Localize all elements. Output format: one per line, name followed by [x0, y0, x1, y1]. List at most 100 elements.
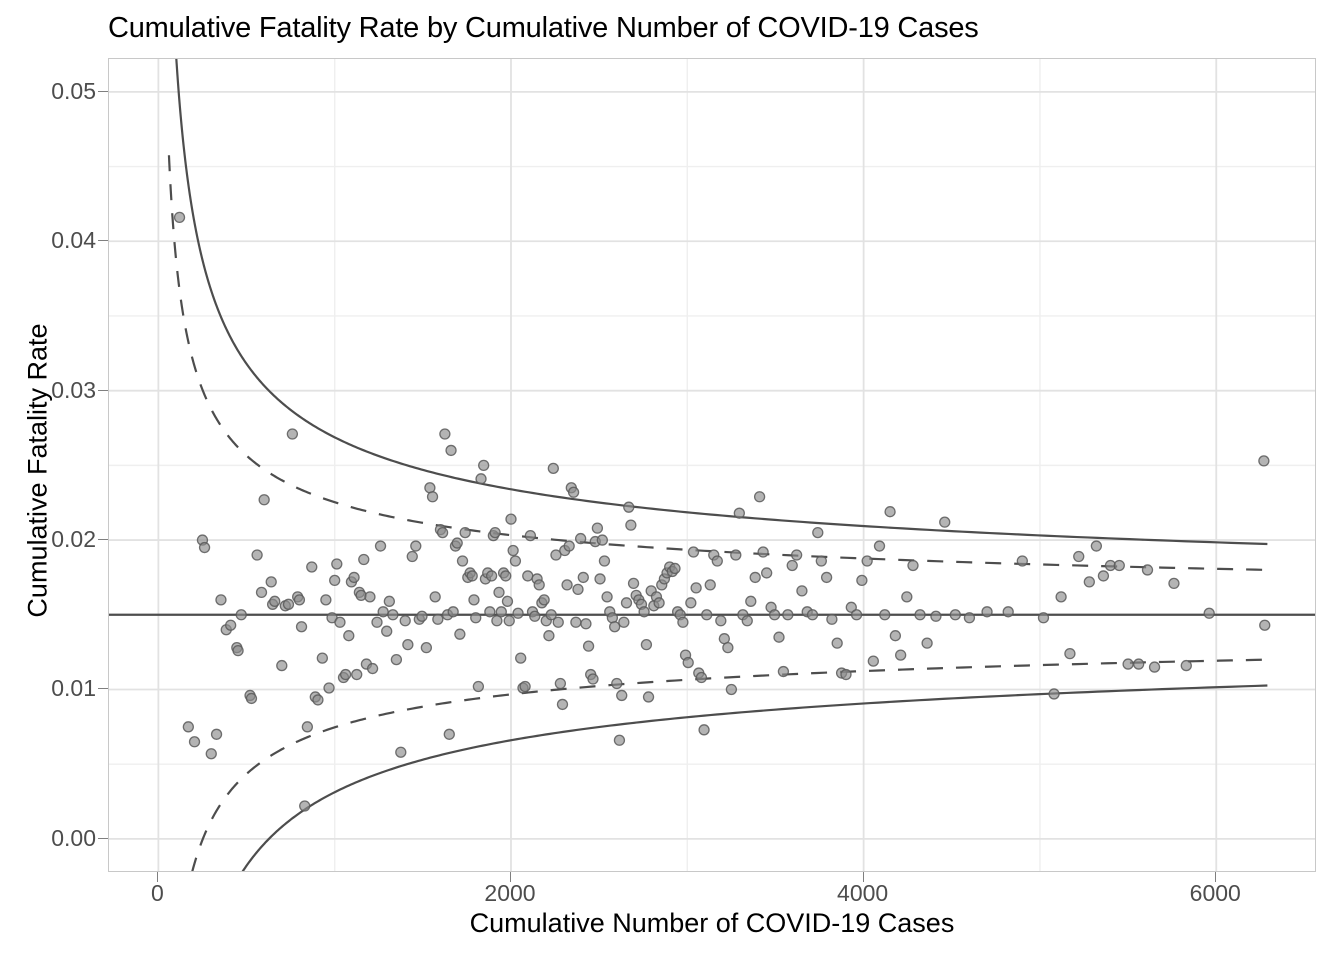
lower-99-8-limit [241, 684, 1268, 871]
data-point [618, 616, 630, 628]
data-point [505, 513, 517, 525]
x-tick-mark [510, 872, 511, 882]
data-point [188, 736, 201, 748]
data-point [470, 612, 482, 624]
y-tick-label: 0.03 [51, 376, 96, 403]
lower-95-limit [191, 658, 1268, 871]
y-tick-mark [98, 389, 108, 391]
data-point [276, 659, 288, 672]
data-point [1097, 570, 1110, 582]
data-point [1133, 658, 1145, 670]
data-point [550, 549, 562, 561]
data-point [749, 571, 761, 584]
data-point [620, 597, 633, 609]
data-point [1073, 550, 1085, 563]
data-point [182, 721, 194, 733]
y-tick-mark [98, 90, 108, 92]
data-point [416, 610, 428, 622]
data-point [323, 682, 335, 694]
data-point [1048, 688, 1060, 700]
data-point [447, 606, 459, 618]
data-point [286, 428, 299, 440]
x-tick-mark [862, 872, 864, 882]
data-point [366, 662, 379, 675]
data-point [1083, 576, 1095, 588]
data-point [358, 553, 370, 566]
data-point [554, 677, 567, 690]
data-point [1064, 647, 1076, 660]
data-point [406, 550, 418, 563]
data-point [561, 579, 573, 591]
data-point [777, 665, 790, 678]
data-point [725, 683, 738, 696]
data-point [873, 540, 886, 552]
data-point [563, 540, 575, 552]
data-point [500, 570, 512, 582]
y-tick-mark [98, 688, 108, 690]
data-point [509, 555, 522, 567]
data-point [820, 571, 833, 584]
data-point [371, 616, 383, 628]
data-point [715, 615, 727, 627]
data-point [1141, 564, 1154, 576]
data-point [594, 573, 606, 585]
data-point [210, 728, 223, 740]
data-point [587, 673, 599, 685]
data-point [173, 211, 186, 224]
data-point [790, 549, 803, 561]
data-point [812, 526, 824, 539]
major-gridlines [109, 59, 1315, 871]
data-point [269, 595, 281, 607]
data-point [879, 609, 891, 621]
data-point [235, 609, 247, 621]
data-point [432, 613, 444, 625]
data-point [547, 462, 559, 475]
data-point [884, 506, 896, 518]
data-point [282, 598, 295, 610]
data-point [456, 555, 469, 567]
data-point [543, 630, 555, 642]
data-point [454, 628, 466, 640]
data-point [265, 576, 277, 588]
y-tick-label: 0.01 [51, 675, 96, 702]
data-point [753, 491, 766, 503]
data-point [698, 724, 710, 736]
data-point [1055, 591, 1067, 603]
data-point [451, 537, 463, 549]
data-point [782, 609, 794, 621]
data-point [491, 615, 503, 627]
page-title: Cumulative Fatality Rate by Cumulative N… [108, 12, 979, 44]
data-point [426, 491, 439, 503]
data-point [572, 583, 584, 596]
x-tick-mark [157, 872, 159, 882]
y-tick-label: 0.04 [51, 227, 96, 254]
data-point [1148, 661, 1161, 673]
data-point [609, 621, 621, 633]
data-point [570, 616, 582, 628]
data-point [907, 559, 919, 572]
data-point [815, 555, 827, 567]
upper-95-limit [167, 155, 1268, 571]
data-point [690, 582, 702, 594]
x-tick-mark [1215, 872, 1217, 882]
data-point [616, 689, 628, 702]
data-point [963, 612, 976, 624]
data-point [329, 574, 341, 587]
data-point [306, 561, 318, 573]
data-point [704, 579, 716, 591]
data-point [410, 540, 422, 552]
data-point [331, 558, 343, 570]
data-point [436, 526, 449, 539]
y-axis-title: Cumulative Fatality Rate [22, 323, 53, 618]
data-point [533, 579, 545, 591]
data-point [395, 746, 407, 758]
data-point [295, 621, 308, 633]
data-point [529, 610, 541, 622]
data-point [613, 734, 626, 746]
y-tick-mark [98, 539, 108, 541]
data-point [914, 609, 926, 621]
data-point [320, 594, 332, 606]
data-point [1180, 659, 1192, 672]
x-tick-label: 6000 [1189, 880, 1241, 906]
